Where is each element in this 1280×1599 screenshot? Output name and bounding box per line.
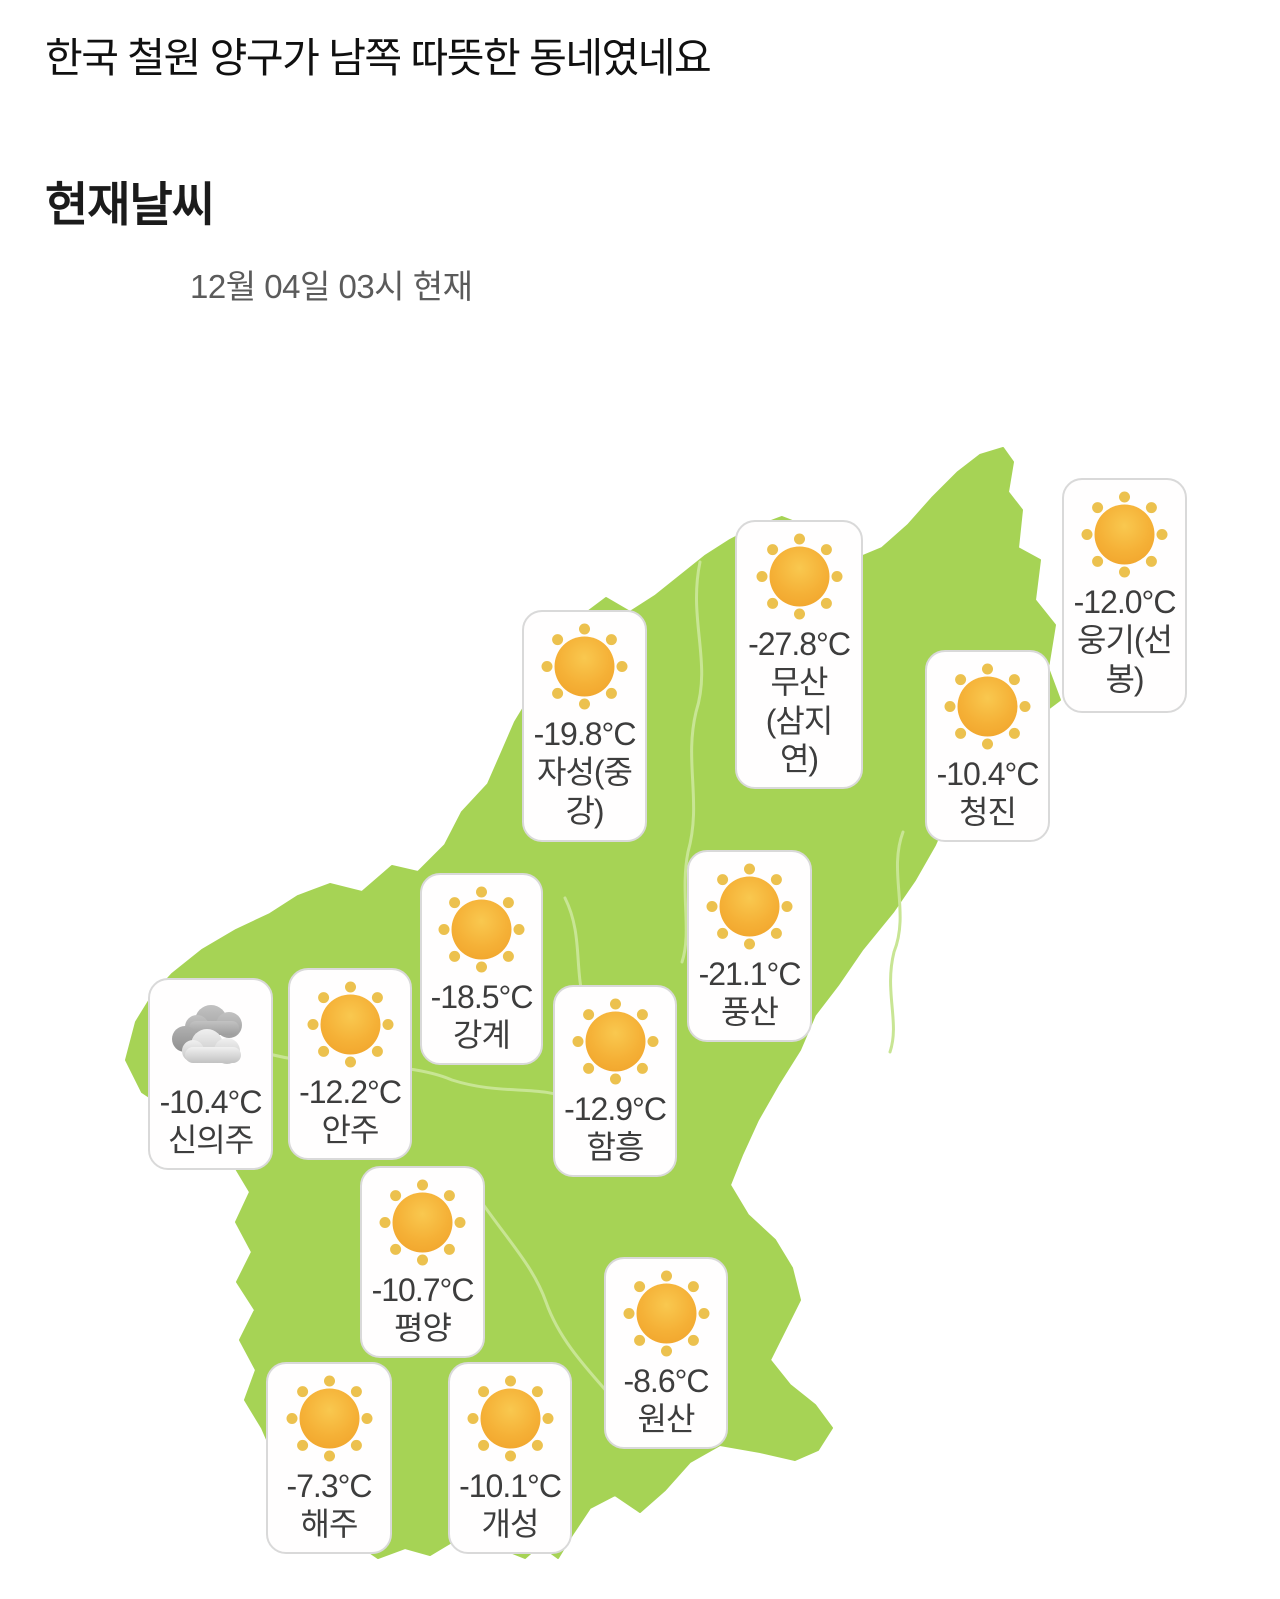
sunny-icon [438,886,525,973]
city-name: 해주 [300,1506,359,1543]
weather-card-wonsan: -8.6°C 원산 [604,1257,728,1449]
city-name: 무산(삼지 연) [765,664,834,778]
temperature-value: -12.2°C [299,1074,402,1110]
weather-card-haeju: -7.3°C 해주 [266,1362,392,1554]
sunny-icon [286,1375,372,1462]
weather-card-sinuiju: -10.4°C 신의주 [148,978,273,1170]
sunny-icon [307,981,393,1068]
weather-icon-wrap [163,986,258,1083]
weather-icon-wrap [463,1370,558,1467]
sunny-icon [1081,491,1168,578]
weather-card-hamheung: -12.9°C 함흥 [553,985,677,1177]
sunny-icon [379,1179,466,1266]
temperature-value: -12.0°C [1073,584,1177,620]
city-name: 강계 [453,1017,511,1054]
city-name: 신의주 [167,1122,254,1159]
city-name: 웅기(선 봉) [1077,622,1173,697]
weather-card-cheongjin: -10.4°C 청진 [925,650,1050,842]
weather-icon-wrap [375,1174,470,1271]
section-title: 현재날씨 [45,178,215,231]
cloudy-icon [172,1004,242,1064]
temperature-value: -10.4°C [936,756,1040,792]
post-title: 한국 철원 양구가 남쪽 따뜻한 동네였네요 [45,35,712,81]
temperature-value: -12.9°C [564,1091,667,1127]
weather-card-anju: -12.2°C 안주 [288,968,412,1160]
sunny-icon [623,1270,709,1357]
weather-card-ganggye: -18.5°C 강계 [420,873,543,1065]
sunny-icon [467,1375,553,1462]
city-name: 청진 [959,794,1017,831]
temperature-value: -7.3°C [286,1468,372,1504]
weather-card-jaseong: -19.8°C 자성(중 강) [522,610,647,842]
weather-icon-wrap [434,881,529,978]
weather-icon-wrap [568,993,663,1090]
weather-card-ungi: -12.0°C 웅기(선 봉) [1062,478,1187,713]
city-name: 평양 [394,1310,452,1347]
temperature-value: -8.6°C [623,1363,709,1399]
sunny-icon [756,533,842,620]
weather-icon-wrap [752,528,847,625]
weather-icon-wrap [702,858,797,955]
temperature-value: -19.8°C [533,716,637,752]
temperature-value: -10.7°C [371,1272,475,1308]
weather-card-pyongyang: -10.7°C 평양 [360,1166,485,1358]
temperature-value: -10.1°C [459,1468,562,1504]
city-name: 풍산 [721,994,779,1031]
temperature-value: -21.1°C [698,956,802,992]
weather-icon-wrap [537,618,632,715]
city-name: 원산 [637,1401,696,1438]
weather-icon-wrap [619,1265,714,1362]
observation-timestamp: 12월 04일 03시 현재 [190,268,473,305]
weather-icon-wrap [282,1370,377,1467]
city-name: 개성 [481,1506,540,1543]
weather-card-gaeseong: -10.1°C 개성 [448,1362,572,1554]
weather-card-musan: -27.8°C 무산(삼지 연) [735,520,863,789]
temperature-value: -18.5°C [430,979,534,1015]
sunny-icon [706,863,793,950]
weather-icon-wrap [940,658,1035,755]
weather-card-pungsan: -21.1°C 풍산 [687,850,812,1042]
sunny-icon [572,998,658,1085]
temperature-value: -27.8°C [748,626,851,662]
city-name: 함흥 [586,1129,645,1166]
weather-icon-wrap [1077,486,1172,583]
sunny-icon [944,663,1031,750]
temperature-value: -10.4°C [159,1084,263,1120]
sunny-icon [541,623,628,710]
weather-icon-wrap [303,976,398,1073]
city-name: 자성(중 강) [537,754,633,829]
city-name: 안주 [321,1112,380,1149]
